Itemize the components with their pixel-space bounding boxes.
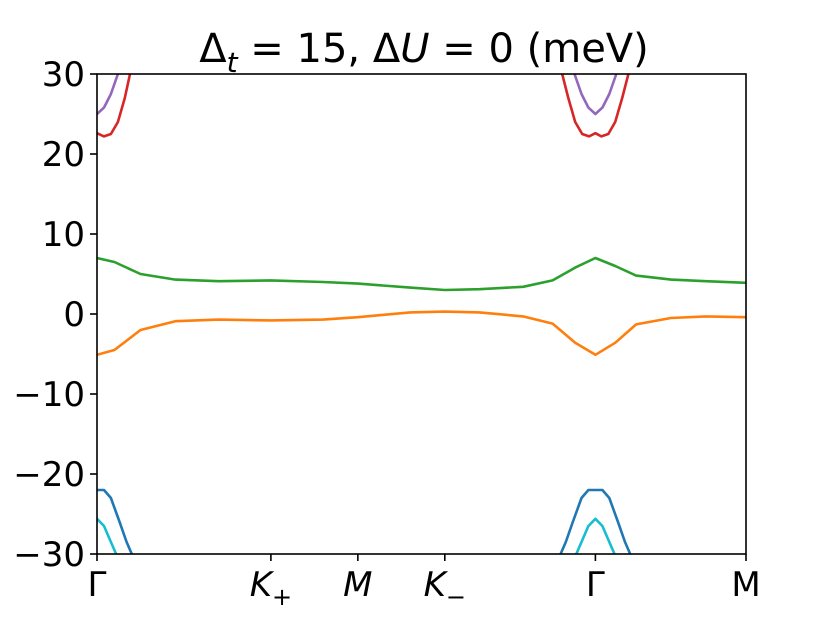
band-line-9 — [575, 517, 616, 554]
y-tick-label: 20 — [42, 135, 85, 175]
band-line-7 — [559, 488, 632, 554]
y-axis: 30 20 10 0 −10 −20 −30 — [13, 55, 97, 575]
y-tick-label: −30 — [13, 535, 85, 575]
band-line-6 — [97, 488, 134, 554]
x-tick-label: M — [343, 565, 372, 605]
y-tick-label: 10 — [42, 215, 85, 255]
plot-area — [97, 74, 746, 554]
band-line-4 — [97, 74, 120, 116]
band-line-8 — [97, 517, 118, 554]
band-line-5 — [573, 74, 618, 116]
x-tick-label: K− — [424, 565, 466, 611]
band-line-1 — [97, 310, 746, 357]
chart-title: Δt = 15, ΔU = 0 (meV) — [199, 26, 649, 79]
title-subscript-t: t — [227, 46, 239, 79]
x-tick-label: K+ — [250, 565, 292, 611]
y-tick-label: −20 — [13, 455, 85, 495]
x-tick-label: Γ — [586, 565, 605, 605]
series-layer — [97, 74, 746, 554]
y-tick-label: −10 — [13, 375, 85, 415]
y-tick-label: 0 — [63, 295, 85, 335]
x-tick-label: Γ — [88, 565, 107, 605]
band-line-3 — [560, 74, 630, 138]
plot-frame — [96, 73, 747, 555]
x-tick-label: M — [731, 565, 760, 605]
band-line-2 — [97, 74, 132, 138]
band-line-0 — [97, 256, 746, 292]
x-axis: Γ K+ M K− Γ M — [88, 554, 761, 611]
y-tick-label: 30 — [42, 55, 85, 95]
